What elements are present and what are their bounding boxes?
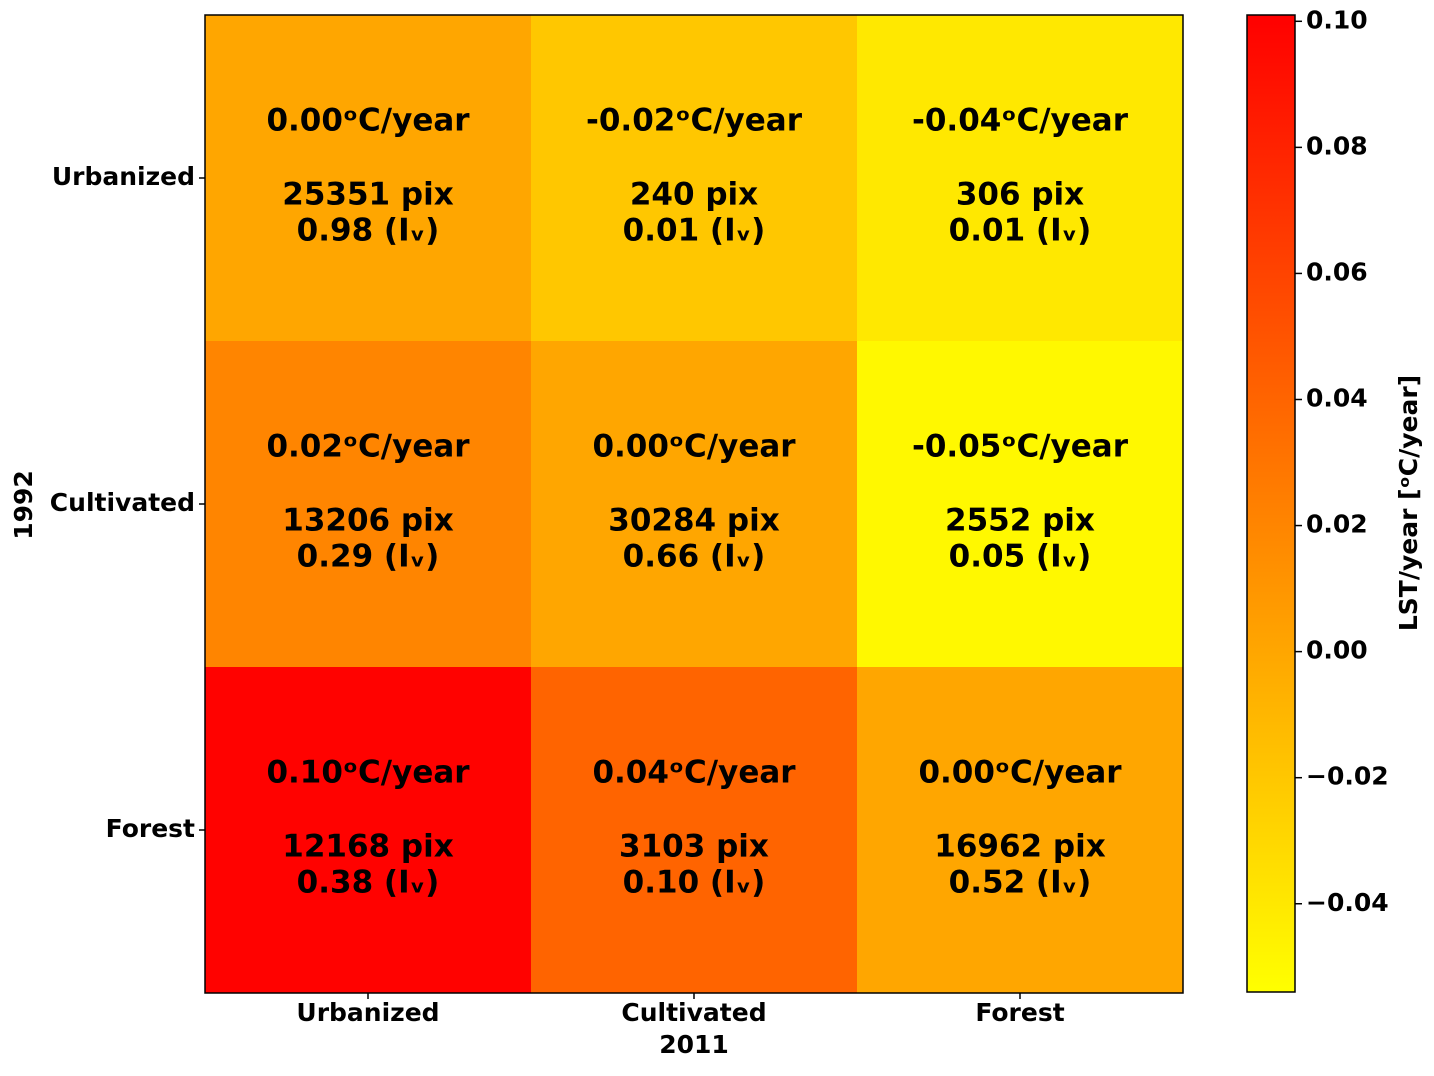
cell-index-label: 0.38 (Iᵥ) (297, 865, 440, 901)
cell-value-label: -0.05ᵒC/year (912, 429, 1129, 465)
cell-value-label: 0.00ᵒC/year (918, 755, 1122, 791)
cell-pixel-label: 240 pix (630, 177, 758, 213)
colorbar-tick-label: −0.02 (1306, 762, 1389, 791)
cell-pixel-label: 2552 pix (945, 503, 1095, 539)
cell-index-label: 0.01 (Iᵥ) (949, 213, 1092, 249)
heatmap-cell (857, 667, 1183, 993)
heatmap-cell (205, 341, 531, 667)
cell-pixel-label: 306 pix (956, 177, 1084, 213)
x-tick-label: Forest (975, 998, 1064, 1027)
cell-index-label: 0.01 (Iᵥ) (623, 213, 766, 249)
cell-value-label: 0.00ᵒC/year (592, 429, 796, 465)
x-tick-label: Cultivated (621, 998, 766, 1027)
cell-index-label: 0.29 (Iᵥ) (297, 539, 440, 575)
heatmap-cell (531, 15, 857, 341)
cell-value-label: 0.02ᵒC/year (266, 429, 470, 465)
cell-pixel-label: 3103 pix (619, 829, 769, 865)
heatmap-cell (857, 15, 1183, 341)
y-tick-label: Urbanized (52, 162, 195, 191)
colorbar-tick-label: 0.00 (1306, 636, 1368, 665)
colorbar-tick-label: 0.02 (1306, 510, 1368, 539)
colorbar-tick-label: 0.10 (1306, 5, 1368, 34)
colorbar-tick-label: 0.04 (1306, 383, 1368, 412)
cell-index-label: 0.52 (Iᵥ) (949, 865, 1092, 901)
y-axis-label: 1992 (9, 470, 38, 540)
x-tick-label: Urbanized (296, 998, 439, 1027)
cell-pixel-label: 30284 pix (608, 503, 779, 539)
cell-pixel-label: 16962 pix (934, 829, 1105, 865)
heatmap-cell (531, 667, 857, 993)
cell-value-label: 0.00ᵒC/year (266, 103, 470, 139)
heatmap-cell (531, 341, 857, 667)
heatmap-cell (205, 15, 531, 341)
cell-pixel-label: 25351 pix (282, 177, 453, 213)
cell-pixel-label: 13206 pix (282, 503, 453, 539)
cell-index-label: 0.98 (Iᵥ) (297, 213, 440, 249)
cell-index-label: 0.10 (Iᵥ) (623, 865, 766, 901)
cell-value-label: -0.04ᵒC/year (912, 103, 1129, 139)
cell-index-label: 0.05 (Iᵥ) (949, 539, 1092, 575)
cell-value-label: 0.04ᵒC/year (592, 755, 796, 791)
cell-value-label: 0.10ᵒC/year (266, 755, 470, 791)
cell-pixel-label: 12168 pix (282, 829, 453, 865)
x-axis-label: 2011 (659, 1030, 729, 1059)
cell-index-label: 0.66 (Iᵥ) (623, 539, 766, 575)
heatmap-cell (205, 667, 531, 993)
colorbar-tick-label: 0.06 (1306, 257, 1368, 286)
y-tick-label: Forest (106, 814, 195, 843)
colorbar-label: LST/year [ᵒC/year] (1394, 375, 1423, 631)
cell-value-label: -0.02ᵒC/year (586, 103, 803, 139)
heatmap-cell (857, 341, 1183, 667)
colorbar-tick-label: −0.04 (1306, 888, 1389, 917)
y-tick-label: Cultivated (50, 488, 195, 517)
colorbar-tick-label: 0.08 (1306, 131, 1368, 160)
colorbar (1246, 14, 1296, 993)
